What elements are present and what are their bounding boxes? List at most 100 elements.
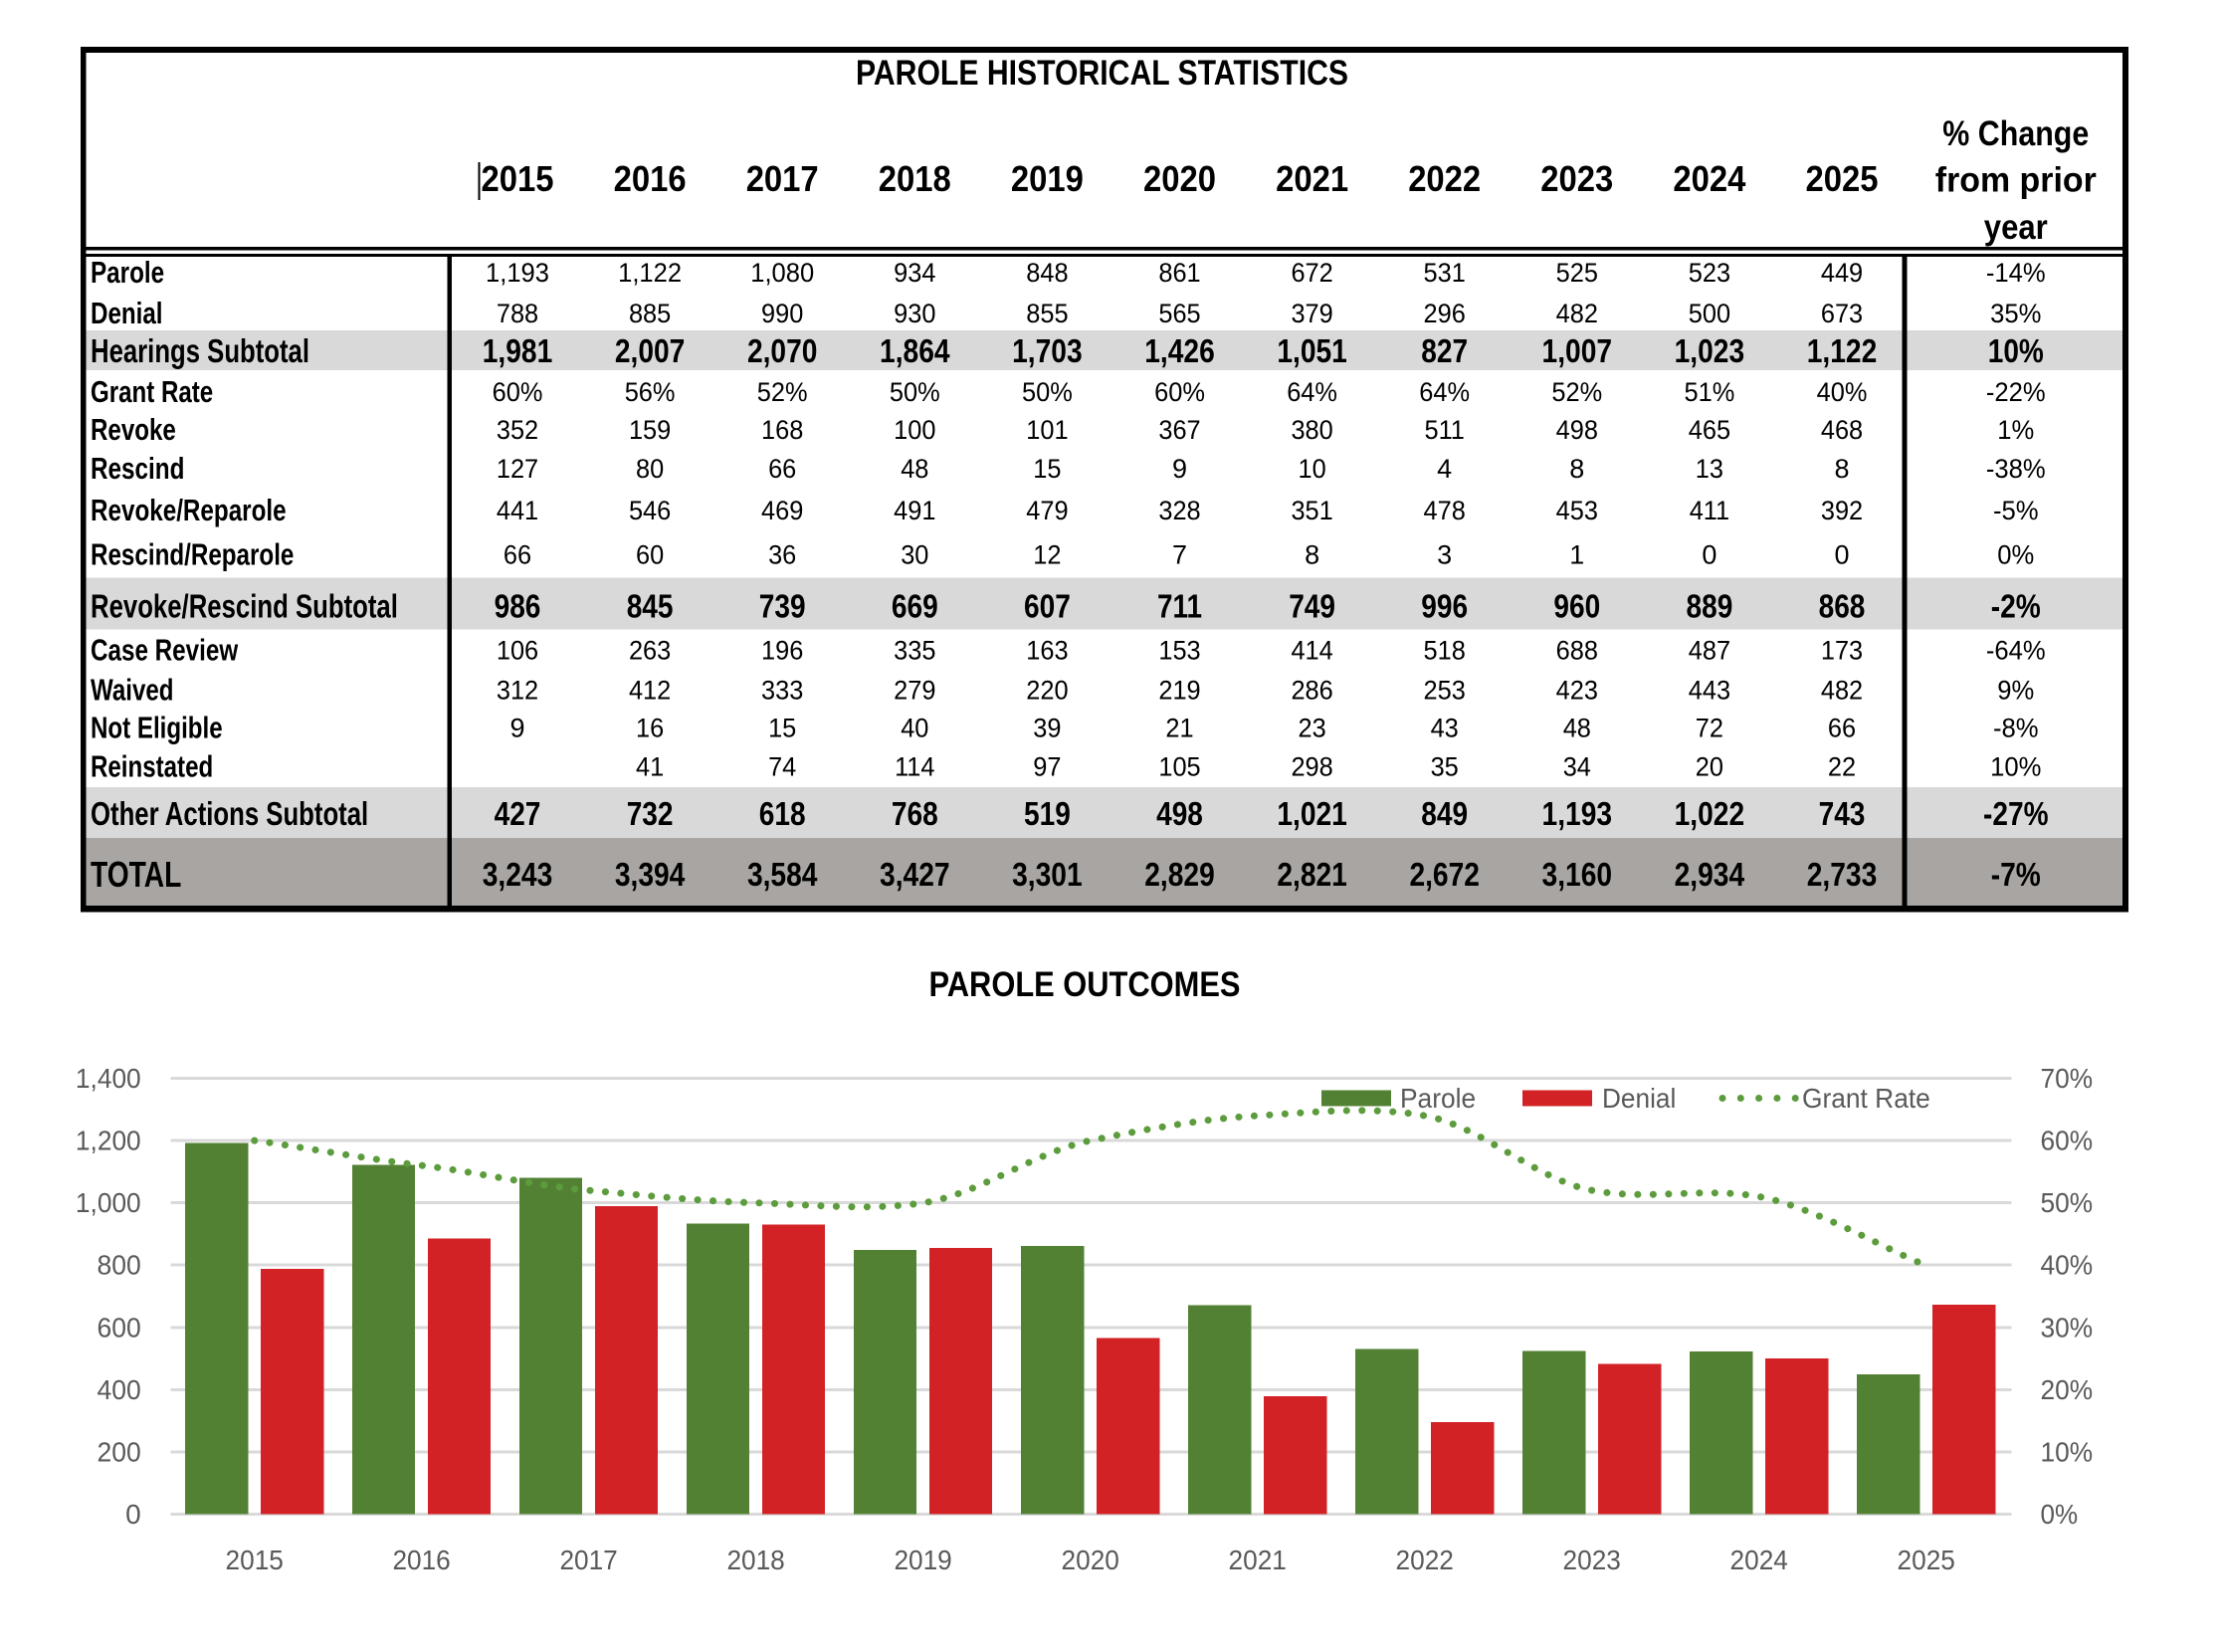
svg-text:60%: 60% bbox=[2041, 1126, 2094, 1156]
svg-text:Denial: Denial bbox=[91, 296, 163, 330]
svg-text:518: 518 bbox=[1424, 636, 1466, 666]
svg-text:2019: 2019 bbox=[1011, 158, 1084, 199]
svg-text:41: 41 bbox=[636, 752, 664, 782]
svg-text:97: 97 bbox=[1033, 752, 1061, 782]
svg-text:478: 478 bbox=[1424, 496, 1466, 525]
svg-text:-7%: -7% bbox=[1991, 856, 2041, 893]
svg-text:1,200: 1,200 bbox=[76, 1126, 141, 1156]
svg-text:9%: 9% bbox=[1997, 676, 2034, 706]
svg-text:990: 990 bbox=[761, 299, 803, 328]
svg-text:64%: 64% bbox=[1287, 377, 1337, 407]
svg-text:80: 80 bbox=[636, 454, 664, 484]
svg-text:469: 469 bbox=[761, 496, 803, 525]
svg-text:13: 13 bbox=[1696, 454, 1723, 484]
svg-text:Denial: Denial bbox=[1602, 1083, 1676, 1114]
svg-text:70%: 70% bbox=[2041, 1063, 2094, 1094]
svg-text:105: 105 bbox=[1158, 752, 1200, 782]
svg-text:1,703: 1,703 bbox=[1012, 332, 1083, 369]
svg-text:465: 465 bbox=[1689, 415, 1730, 445]
svg-text:367: 367 bbox=[1158, 415, 1200, 445]
svg-text:1,122: 1,122 bbox=[1807, 332, 1878, 369]
svg-text:66: 66 bbox=[504, 540, 531, 570]
svg-text:2024: 2024 bbox=[1730, 1545, 1788, 1575]
svg-text:2018: 2018 bbox=[726, 1545, 784, 1575]
svg-text:885: 885 bbox=[629, 299, 671, 328]
svg-text:23: 23 bbox=[1299, 714, 1326, 743]
svg-text:114: 114 bbox=[895, 752, 934, 782]
svg-text:845: 845 bbox=[627, 588, 674, 625]
svg-text:546: 546 bbox=[629, 496, 671, 525]
svg-text:1,400: 1,400 bbox=[76, 1063, 141, 1094]
svg-text:1,981: 1,981 bbox=[483, 332, 553, 369]
svg-text:-38%: -38% bbox=[1986, 454, 2046, 484]
svg-text:Grant Rate: Grant Rate bbox=[91, 374, 213, 409]
svg-text:672: 672 bbox=[1291, 258, 1332, 288]
svg-text:2020: 2020 bbox=[1143, 158, 1216, 199]
svg-text:1,193: 1,193 bbox=[486, 258, 549, 288]
svg-text:296: 296 bbox=[1424, 299, 1466, 328]
svg-text:3,584: 3,584 bbox=[747, 856, 818, 893]
svg-text:51%: 51% bbox=[1685, 377, 1735, 407]
svg-text:-27%: -27% bbox=[1983, 795, 2049, 832]
svg-text:827: 827 bbox=[1421, 332, 1468, 369]
svg-text:% Change: % Change bbox=[1942, 114, 2089, 153]
svg-text:519: 519 bbox=[1024, 795, 1071, 832]
svg-text:298: 298 bbox=[1291, 752, 1332, 782]
svg-text:60: 60 bbox=[636, 540, 664, 570]
svg-text:263: 263 bbox=[629, 636, 671, 666]
svg-text:159: 159 bbox=[629, 415, 671, 445]
svg-text:479: 479 bbox=[1026, 496, 1068, 525]
svg-text:743: 743 bbox=[1819, 795, 1866, 832]
svg-text:0%: 0% bbox=[1997, 540, 2034, 570]
svg-text:-5%: -5% bbox=[1993, 496, 2039, 525]
svg-text:220: 220 bbox=[1026, 676, 1068, 706]
svg-text:-64%: -64% bbox=[1986, 636, 2046, 666]
svg-text:12: 12 bbox=[1033, 540, 1061, 570]
svg-text:855: 855 bbox=[1026, 299, 1068, 328]
svg-text:PAROLE HISTORICAL STATISTICS: PAROLE HISTORICAL STATISTICS bbox=[856, 54, 1348, 93]
svg-text:0: 0 bbox=[125, 1499, 141, 1530]
svg-text:523: 523 bbox=[1689, 258, 1730, 288]
svg-text:66: 66 bbox=[768, 454, 796, 484]
svg-text:Parole: Parole bbox=[91, 255, 164, 290]
svg-text:219: 219 bbox=[1158, 676, 1200, 706]
svg-text:673: 673 bbox=[1821, 299, 1863, 328]
svg-text:2016: 2016 bbox=[614, 158, 687, 199]
svg-text:1%: 1% bbox=[1997, 415, 2034, 445]
svg-text:2021: 2021 bbox=[1229, 1545, 1287, 1575]
svg-text:2021: 2021 bbox=[1276, 158, 1348, 199]
svg-text:TOTAL: TOTAL bbox=[91, 854, 181, 895]
svg-text:2,934: 2,934 bbox=[1675, 856, 1745, 893]
svg-text:3,243: 3,243 bbox=[483, 856, 553, 893]
svg-text:3,160: 3,160 bbox=[1542, 856, 1613, 893]
svg-text:from prior: from prior bbox=[1935, 161, 2097, 200]
svg-text:64%: 64% bbox=[1419, 377, 1470, 407]
svg-text:56%: 56% bbox=[625, 377, 676, 407]
svg-text:30%: 30% bbox=[2041, 1312, 2094, 1342]
svg-text:Case Review: Case Review bbox=[91, 633, 239, 668]
svg-text:2,672: 2,672 bbox=[1409, 856, 1480, 893]
svg-text:960: 960 bbox=[1553, 588, 1600, 625]
svg-text:60%: 60% bbox=[1154, 377, 1205, 407]
svg-text:1,122: 1,122 bbox=[618, 258, 682, 288]
svg-text:153: 153 bbox=[1158, 636, 1200, 666]
svg-text:312: 312 bbox=[497, 676, 538, 706]
svg-text:2016: 2016 bbox=[392, 1545, 450, 1575]
svg-text:482: 482 bbox=[1556, 299, 1598, 328]
svg-text:2020: 2020 bbox=[1062, 1545, 1119, 1575]
svg-text:Revoke: Revoke bbox=[91, 412, 176, 447]
svg-text:1,023: 1,023 bbox=[1675, 332, 1745, 369]
svg-text:1,000: 1,000 bbox=[76, 1187, 141, 1218]
svg-text:2022: 2022 bbox=[1396, 1545, 1454, 1575]
svg-text:2022: 2022 bbox=[1408, 158, 1481, 199]
svg-text:200: 200 bbox=[98, 1436, 141, 1467]
svg-text:335: 335 bbox=[894, 636, 935, 666]
svg-text:468: 468 bbox=[1821, 415, 1863, 445]
svg-text:441: 441 bbox=[497, 496, 538, 525]
svg-text:Not Eligible: Not Eligible bbox=[91, 711, 223, 745]
svg-text:50%: 50% bbox=[1022, 377, 1073, 407]
svg-text:889: 889 bbox=[1687, 588, 1733, 625]
svg-text:1,080: 1,080 bbox=[750, 258, 814, 288]
svg-text:669: 669 bbox=[892, 588, 938, 625]
svg-text:16: 16 bbox=[636, 714, 664, 743]
